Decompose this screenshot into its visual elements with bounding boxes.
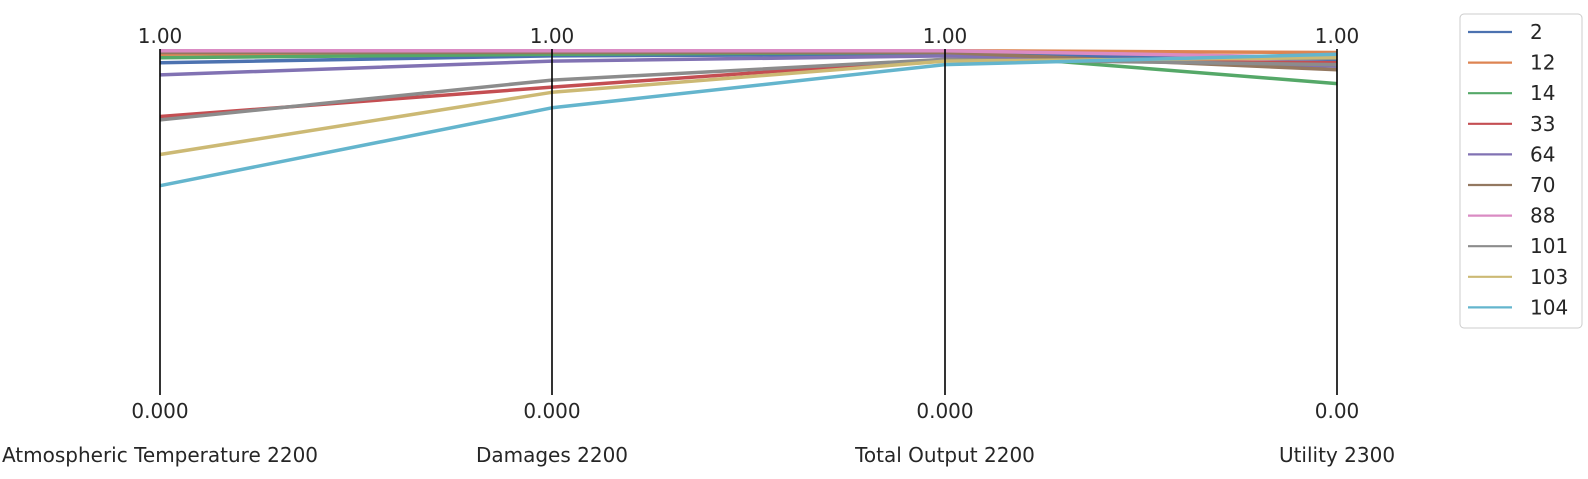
legend-label-101: 101 [1530,234,1568,258]
axis-top-tick-2: 1.00 [923,24,968,48]
legend-label-103: 103 [1530,265,1568,289]
legend-label-104: 104 [1530,295,1568,319]
series-line-104 [159,52,1338,188]
legend-label-64: 64 [1530,142,1555,166]
legend-label-12: 12 [1530,51,1555,75]
axis-label-3: Utility 2300 [1279,443,1395,467]
legend-label-33: 33 [1530,112,1555,136]
axis-top-tick-1: 1.00 [530,24,575,48]
axis-bottom-tick-1: 0.000 [523,399,580,423]
axes: 1.00 0.000 Atmospheric Temperature 2200 1.0… [2,24,1395,467]
legend-label-2: 2 [1530,20,1543,44]
legend-label-88: 88 [1530,204,1555,228]
axis-top-tick-0: 1.00 [138,24,183,48]
axis-top-tick-3: 1.00 [1315,24,1360,48]
legend: 2 12 14 33 64 70 88 101 103 104 [1459,13,1583,329]
axis-bottom-tick-0: 0.000 [131,399,188,423]
legend-label-14: 14 [1530,81,1555,105]
legend-label-70: 70 [1530,173,1555,197]
series-line-101 [159,57,1338,122]
series-line-88 [160,48,1338,60]
series-lines [159,48,1338,188]
axis-bottom-tick-3: 0.00 [1315,399,1360,423]
axis-label-1: Damages 2200 [476,443,628,467]
axis-label-2: Total Output 2200 [854,443,1035,467]
axis-label-0: Atmospheric Temperature 2200 [2,443,318,467]
axis-bottom-tick-2: 0.000 [916,399,973,423]
